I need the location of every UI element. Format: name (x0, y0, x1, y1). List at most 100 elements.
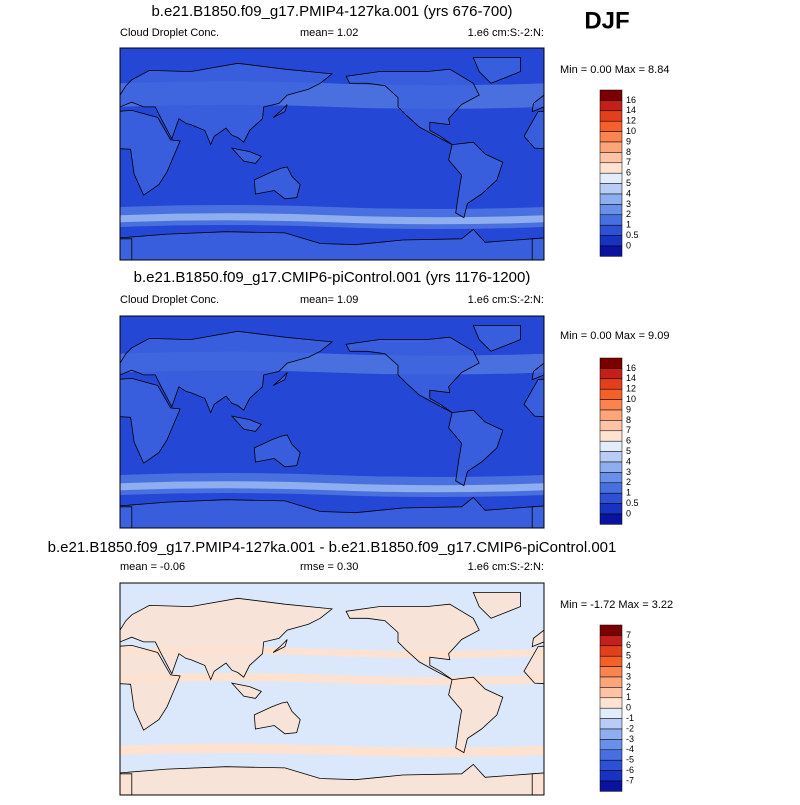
coastline (253, 166, 301, 200)
coastline (531, 505, 544, 528)
coastline (678, 167, 724, 199)
coastline (697, 105, 711, 118)
coastline (25, 410, 79, 485)
colorbar-label: 1 (626, 692, 631, 702)
panel-center-label: mean= 1.02 (300, 27, 358, 39)
colorbar-box (599, 183, 623, 195)
colorbar-box (599, 697, 623, 709)
coastline (49, 57, 96, 83)
colorbar-label: 0.5 (626, 498, 639, 508)
colorbar-box (599, 749, 623, 761)
colorbar-label: 10 (626, 126, 636, 136)
colorbar-box (599, 141, 623, 153)
coastline (531, 362, 544, 381)
coastline (531, 94, 544, 113)
colorbar-label: 16 (626, 95, 636, 105)
min-max-label: Min = -1.72 Max = 3.22 (560, 599, 673, 611)
coastline (120, 644, 181, 731)
min-max-label: Min = 0.00 Max = 9.09 (560, 330, 669, 342)
map-content (25, 316, 544, 528)
colorbar-box (599, 624, 623, 636)
colorbar-label: 1 (626, 488, 631, 498)
coastline (448, 676, 504, 754)
panel-left-label: Cloud Droplet Conc. (120, 294, 219, 306)
coastline (523, 110, 544, 150)
colorbar-box (599, 687, 623, 699)
colorbar-label: 4 (626, 661, 631, 671)
colorbar-label: -6 (626, 765, 634, 775)
colorbar-box (599, 420, 623, 432)
coastline (49, 325, 96, 351)
coastline (230, 682, 262, 699)
coastline (120, 238, 133, 260)
colorbar-label: -7 (626, 775, 634, 785)
panel: b.e21.B1850.f09_g17.PMIP4-127ka.001 - b.… (0, 539, 724, 796)
coastline (120, 496, 544, 528)
field-band (120, 481, 544, 493)
coastline (120, 597, 334, 681)
panel-center-label: mean= 1.09 (300, 294, 358, 306)
colorbar-label: 5 (626, 178, 631, 188)
coastline (120, 773, 133, 795)
colorbar-label: 9 (626, 404, 631, 414)
coastline (472, 592, 521, 619)
coastline (345, 68, 480, 145)
colorbar-box (599, 409, 623, 421)
colorbar-label: 4 (626, 456, 631, 466)
colorbar-box (599, 482, 623, 494)
coastline (523, 378, 544, 418)
coastline (0, 69, 55, 144)
coastline (120, 763, 544, 795)
colorbar-box (599, 430, 623, 442)
colorbar-label: 6 (626, 436, 631, 446)
map-border (119, 582, 545, 796)
colorbar-label: 1 (626, 220, 631, 230)
coastline (0, 604, 55, 679)
coastline (272, 639, 288, 653)
colorbar-label: -4 (626, 744, 634, 754)
field-band (120, 743, 544, 757)
colorbar-label: 2 (626, 477, 631, 487)
colorbar-box (599, 388, 623, 400)
coastline (120, 109, 181, 196)
panel-title: b.e21.B1850.f09_g17.CMIP6-piControl.001 … (134, 269, 531, 286)
coastline (345, 336, 480, 413)
coastline (272, 104, 288, 118)
colorbar-label: 0.5 (626, 230, 639, 240)
coastline (656, 148, 685, 163)
colorbar-label: 0 (626, 703, 631, 713)
colorbar-box (599, 172, 623, 184)
panel-center-label: rmse = 0.30 (300, 561, 358, 573)
map (25, 315, 545, 529)
coastline (472, 325, 521, 352)
colorbar-box (599, 780, 623, 792)
colorbar-label: 16 (626, 363, 636, 373)
coastline (120, 506, 133, 528)
colorbar-box (599, 645, 623, 657)
map-content (0, 48, 724, 260)
coastline (272, 372, 288, 386)
colorbar-label: 8 (626, 147, 631, 157)
colorbar-label: 7 (626, 157, 631, 167)
coastline (120, 330, 334, 414)
colorbar-label: 3 (626, 467, 631, 477)
colorbar-box (599, 235, 623, 247)
colorbar-label: 7 (626, 425, 631, 435)
colorbar-box (599, 368, 623, 380)
panel: b.e21.B1850.f09_g17.PMIP4-127ka.001 (yrs… (0, 3, 724, 261)
colorbar-label: 0 (626, 508, 631, 518)
colorbar-label: 14 (626, 105, 636, 115)
colorbar-label: 5 (626, 446, 631, 456)
colorbar-label: 10 (626, 394, 636, 404)
map-border (119, 47, 545, 261)
colorbar-box (599, 214, 623, 226)
coastline (49, 592, 96, 618)
colorbar-box (599, 739, 623, 751)
panel-title: b.e21.B1850.f09_g17.PMIP4-127ka.001 - b.… (48, 539, 617, 556)
coastline (678, 702, 724, 734)
colorbar-box (599, 224, 623, 236)
coastline (120, 377, 181, 464)
colorbar-box (599, 492, 623, 504)
